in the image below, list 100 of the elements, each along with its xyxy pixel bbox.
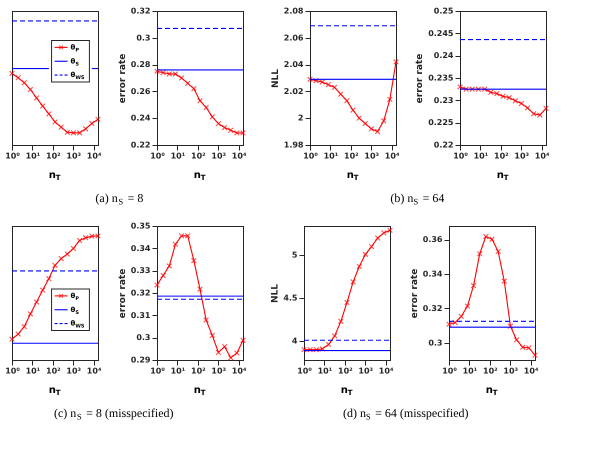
point xyxy=(15,331,22,337)
point xyxy=(508,323,514,330)
x-tick-label: 10⁴ xyxy=(86,152,102,160)
y-tick-label: 0.36 xyxy=(422,235,443,244)
point xyxy=(482,234,489,240)
y-tick-label: 0.3 xyxy=(136,33,150,42)
y-tick-label: 0.25 xyxy=(434,6,454,16)
y-tick-label: 2.06 xyxy=(284,33,304,42)
point xyxy=(40,103,46,109)
point xyxy=(21,80,28,86)
y-axis-title: error rate xyxy=(415,54,426,104)
x-tick-label: 10¹ xyxy=(318,366,333,376)
point xyxy=(209,114,216,120)
y-tick-label: 0.34 xyxy=(130,244,151,253)
point xyxy=(458,313,464,320)
point xyxy=(386,96,393,102)
x-tick-label: 10¹ xyxy=(26,366,41,376)
x-tick-label: 10¹ xyxy=(474,152,489,160)
point xyxy=(64,251,70,257)
x-tick-label: 10⁴ xyxy=(534,152,550,160)
point xyxy=(154,282,160,288)
x-tick-label: 10⁰ xyxy=(150,152,166,160)
point xyxy=(28,86,34,92)
x-tick-label: 10³ xyxy=(358,366,374,376)
y-tick-label: 0.26 xyxy=(130,86,151,96)
x-tick-label: 10² xyxy=(190,366,206,376)
x-tick-label: 10¹ xyxy=(170,366,186,376)
point xyxy=(209,332,216,338)
x-tick-label: 10⁰ xyxy=(297,366,312,376)
y-tick-label: 0.225 xyxy=(428,118,454,128)
y-tick-label: 4.5 xyxy=(283,294,298,303)
x-tick-label: 10⁰ xyxy=(150,366,166,376)
y-tick-label: 5 xyxy=(292,250,298,260)
x-tick-label: 10² xyxy=(482,366,498,376)
y-tick-label: 1.98 xyxy=(284,140,304,150)
x-tick-label: 10³ xyxy=(211,366,227,376)
y-tick-label: 2 xyxy=(298,114,304,123)
x-tick-label: 10² xyxy=(46,366,62,376)
point xyxy=(184,80,191,86)
point xyxy=(160,272,166,278)
x-tick-label: 10¹ xyxy=(26,152,41,160)
point xyxy=(350,107,356,114)
point xyxy=(362,251,368,258)
x-tick-label: 10² xyxy=(494,152,510,160)
x-tick-label: 10² xyxy=(46,152,62,160)
point xyxy=(338,318,344,324)
point xyxy=(356,263,362,270)
y-tick-label: 0.24 xyxy=(434,51,454,60)
point xyxy=(82,126,89,132)
point xyxy=(58,124,64,130)
y-tick-label: 0.22 xyxy=(434,140,454,150)
y-tick-label: 2.02 xyxy=(284,86,304,96)
point xyxy=(222,344,228,350)
x-tick-label: 10³ xyxy=(503,366,519,376)
point xyxy=(172,241,178,248)
point xyxy=(166,263,172,269)
point xyxy=(543,105,549,112)
x-tick-label: 10² xyxy=(338,366,354,376)
y-tick-label: 0.31 xyxy=(130,310,151,320)
point xyxy=(344,98,350,104)
x-tick-label: 10³ xyxy=(211,152,227,160)
point xyxy=(344,300,350,306)
x-tick-label: 10⁰ xyxy=(5,366,20,376)
point xyxy=(15,74,22,81)
point xyxy=(476,250,483,257)
x-tick-label: 10⁰ xyxy=(5,152,20,160)
point xyxy=(9,70,15,76)
x-tick-label: 10⁴ xyxy=(384,152,400,160)
y-tick-label: 4 xyxy=(292,336,298,346)
y-tick-label: 0.32 xyxy=(422,304,442,313)
y-tick-label: 0.32 xyxy=(130,288,150,298)
x-tick-label: 10⁴ xyxy=(232,366,247,376)
x-tick-label: 10³ xyxy=(66,152,82,160)
y-tick-label: 2.04 xyxy=(284,60,304,70)
y-tick-label: 0.34 xyxy=(422,270,443,279)
point xyxy=(190,258,197,264)
x-tick-label: 10¹ xyxy=(324,152,339,160)
point xyxy=(464,303,470,309)
point xyxy=(34,299,40,305)
point xyxy=(34,95,40,101)
y-tick-label: 0.29 xyxy=(130,356,151,364)
point xyxy=(380,118,387,124)
x-tick-label: 10² xyxy=(344,152,360,160)
y-tick-label: 0.3 xyxy=(136,333,150,342)
point xyxy=(203,317,210,323)
y-tick-label: 0.33 xyxy=(130,266,150,276)
point xyxy=(58,256,64,262)
y-tick-label: 2.08 xyxy=(284,6,304,16)
y-axis-title: NLL xyxy=(270,284,280,304)
point xyxy=(52,262,58,268)
point xyxy=(40,287,46,294)
point xyxy=(489,236,495,242)
x-tick-label: 10⁴ xyxy=(378,366,394,376)
y-tick-label: 0.35 xyxy=(130,222,151,230)
point xyxy=(178,75,184,81)
point xyxy=(374,235,381,241)
point xyxy=(197,98,203,104)
y-tick-label: 0.235 xyxy=(428,74,454,82)
point xyxy=(501,278,508,284)
point xyxy=(326,342,332,348)
